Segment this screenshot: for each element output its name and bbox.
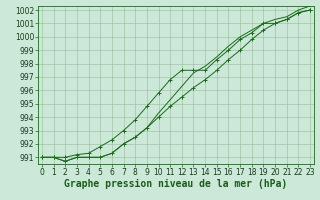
X-axis label: Graphe pression niveau de la mer (hPa): Graphe pression niveau de la mer (hPa) (64, 179, 288, 189)
